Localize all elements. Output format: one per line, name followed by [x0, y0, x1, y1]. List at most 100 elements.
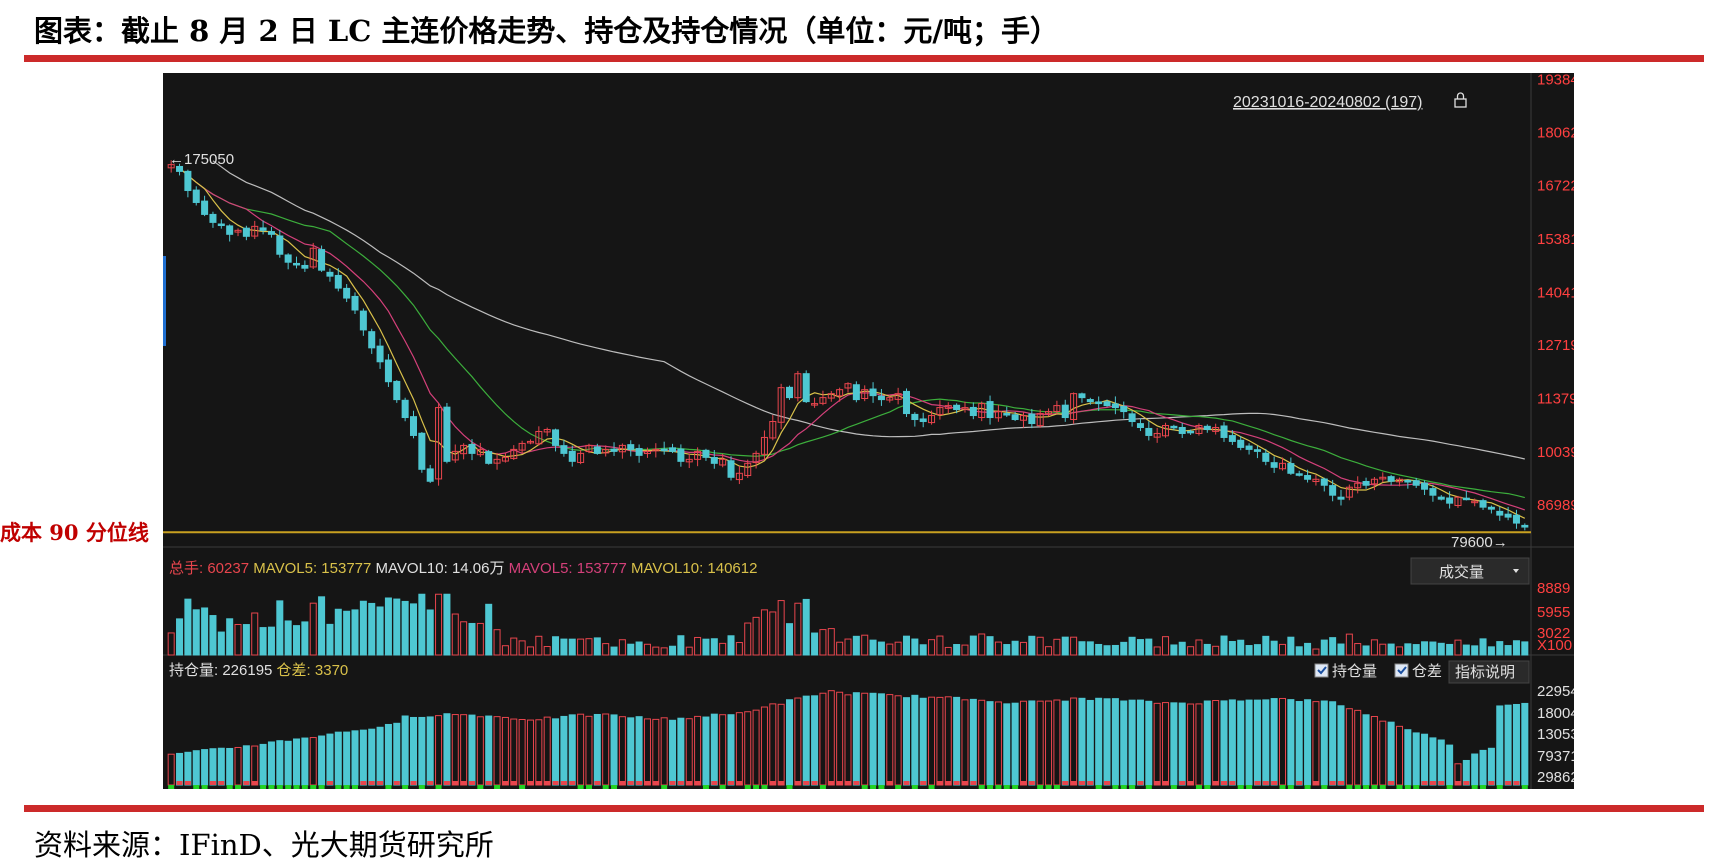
checkmark-icon: [1397, 666, 1407, 675]
volume-bar: [694, 636, 702, 656]
candle-down: [727, 460, 735, 478]
oi-diff-bar: [552, 781, 559, 785]
oi-bar: [602, 713, 610, 786]
candle-down: [1011, 414, 1019, 421]
oi-bar: [936, 696, 944, 786]
oi-bar: [827, 690, 835, 786]
candle-up: [1278, 462, 1287, 470]
oi-bar: [978, 699, 986, 786]
oi-diff-bar: [794, 781, 801, 785]
candle-up: [794, 373, 802, 399]
candle-down: [1329, 485, 1337, 496]
oi-bar: [418, 716, 426, 786]
oi-diff-bar: [1413, 785, 1420, 789]
volume-bar: [1128, 636, 1136, 656]
oi-diff-bar: [1379, 785, 1386, 789]
candle-up: [309, 247, 317, 268]
oi-diff-bar: [1012, 785, 1019, 789]
candle-down: [1295, 473, 1303, 476]
oi-diff-bar: [719, 785, 726, 789]
oi-bar: [1337, 705, 1345, 786]
high-marker: ←175050: [169, 151, 234, 168]
oi-bar: [1345, 708, 1353, 786]
oi-diff-bar: [1496, 785, 1503, 789]
oi-diff-bar: [1221, 781, 1228, 785]
oi-bar: [334, 731, 342, 786]
oi-bar: [1387, 721, 1395, 786]
volume-bar: [1278, 643, 1287, 656]
volume-bar: [343, 610, 351, 656]
volume-summary-mavol5_a: MAVOL5: 153777: [249, 560, 371, 577]
source-note: 资料来源：IFinD、光大期货研究所: [34, 828, 494, 862]
candle-down: [902, 390, 910, 415]
price-tick-label: 153818: [1537, 231, 1574, 248]
volume-bar: [476, 622, 484, 656]
candle-up: [1195, 425, 1203, 434]
oi-bar: [1045, 700, 1053, 786]
oi-bar: [293, 738, 301, 786]
oi-diff-bar: [1304, 785, 1311, 789]
volume-bar: [1195, 639, 1203, 656]
volume-bar: [719, 642, 727, 656]
oi-diff-bar: [410, 781, 417, 785]
oi-diff-bar: [285, 785, 292, 789]
oi-bar: [593, 713, 601, 786]
oi-diff-bar: [1170, 785, 1177, 789]
price-tick-label: 167220: [1537, 178, 1574, 195]
oi-bar: [844, 694, 852, 786]
volume-selector: [1410, 557, 1530, 585]
candle-down: [293, 262, 301, 266]
oi-diff-bar: [1463, 781, 1470, 785]
volume-bar: [936, 635, 944, 656]
volume-bar: [493, 629, 501, 656]
ma60-line: [212, 160, 1525, 460]
oi-diff-bar: [1279, 785, 1286, 789]
volume-bar: [1295, 646, 1303, 656]
candle-down: [919, 418, 927, 423]
oi-bar: [710, 713, 718, 786]
oi-diff-bar: [176, 781, 183, 785]
oi-bar: [894, 695, 902, 786]
oi-diff-bar: [636, 781, 643, 785]
volume-bar: [435, 593, 443, 656]
oi-diff-bar: [535, 781, 542, 785]
oi-diff-bar: [502, 781, 509, 785]
candle-up: [526, 440, 534, 444]
lock-icon: [1454, 98, 1467, 108]
volume-bar: [1270, 640, 1278, 656]
oi-bar: [618, 716, 626, 786]
oi-bar: [986, 701, 994, 786]
oi-diff-bar: [1246, 785, 1253, 789]
volume-summary: 总手: 60237 MAVOL5: 153777 MAVOL10: 14.06万…: [169, 560, 757, 577]
oi-bar: [1446, 744, 1454, 786]
oi-diff-bar: [1095, 785, 1102, 789]
oi-bar: [276, 740, 284, 786]
oi-tick-label: 79371: [1537, 748, 1574, 765]
oi-diff-bar: [1028, 781, 1035, 785]
oi-bar: [451, 714, 459, 786]
candle-up: [744, 462, 752, 477]
candle-up: [1162, 425, 1170, 437]
candle-down: [1262, 452, 1270, 462]
volume-bar: [409, 603, 418, 656]
oi-diff-bar: [1438, 781, 1445, 785]
candle-up: [493, 458, 501, 464]
candle-down: [1245, 445, 1253, 450]
oi-diff-bar: [193, 785, 200, 789]
price-tick-label: 86989: [1537, 497, 1574, 514]
candle-down: [201, 200, 209, 215]
volume-bar: [669, 645, 677, 656]
volume-bar: [510, 637, 518, 656]
candle-up: [1370, 478, 1378, 485]
volume-bar: [911, 638, 919, 656]
oi-diff-bar: [418, 785, 425, 789]
oi-bar: [343, 731, 351, 786]
volume-bar: [485, 603, 493, 656]
footer-divider: [24, 805, 1704, 812]
candle-up: [577, 452, 585, 463]
candle-down: [1228, 435, 1236, 442]
volume-bar: [1061, 636, 1069, 656]
oi-diff-bar: [435, 785, 442, 789]
candle-up: [944, 405, 952, 409]
candle-up: [1345, 486, 1353, 498]
